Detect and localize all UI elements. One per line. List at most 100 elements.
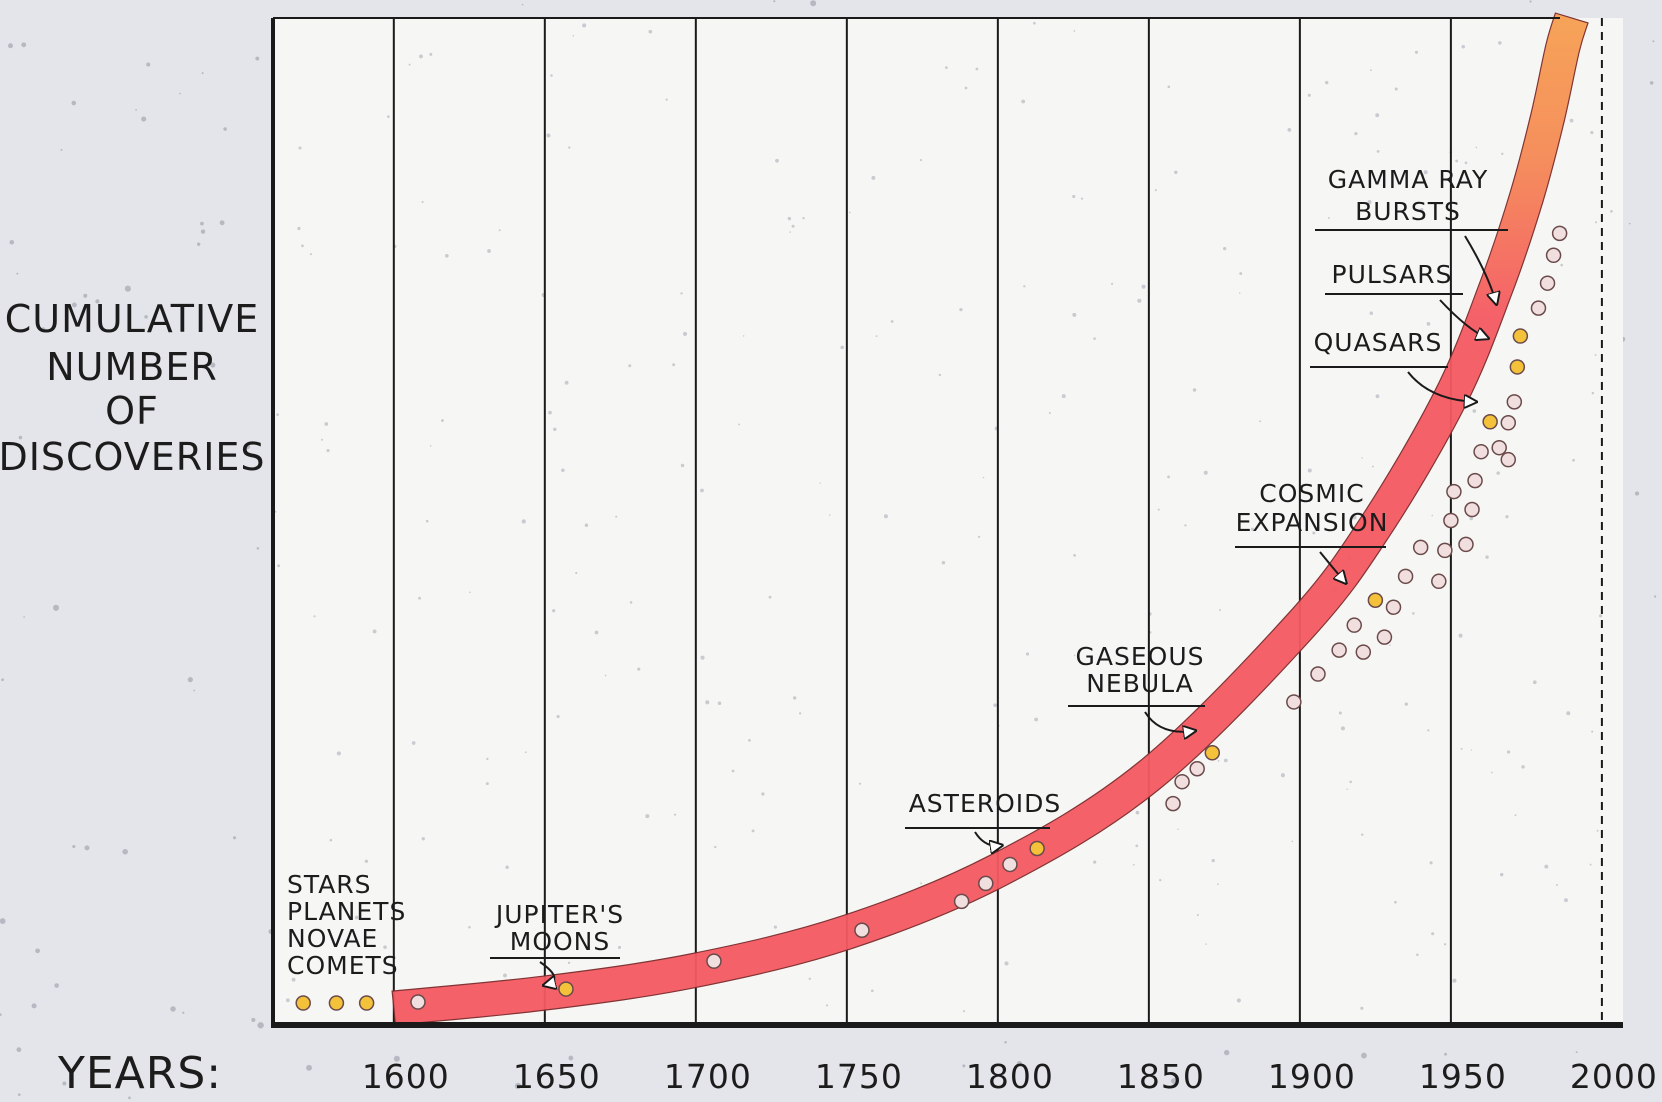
speckle-dot (21, 42, 27, 48)
white-discovery-point (1174, 773, 1190, 790)
white-discovery-point (1530, 300, 1547, 316)
speckle-dot (1073, 654, 1076, 657)
speckle-dot (1307, 468, 1312, 473)
speckle-dot (1312, 531, 1316, 535)
white-discovery-point (1189, 760, 1205, 777)
speckle-dot (1192, 388, 1197, 392)
speckle-dot (124, 285, 131, 292)
speckle-dot (291, 977, 296, 982)
x-tick-label-1650: 1650 (513, 1057, 601, 1096)
annotation-asteroids: ASTEROIDS (905, 789, 1062, 846)
speckle-dot (567, 961, 571, 965)
speckle-dot (1564, 898, 1568, 903)
speckle-dot (41, 327, 46, 332)
white-discovery-point (1355, 644, 1372, 660)
speckle-dot (62, 1081, 67, 1086)
speckle-dot (135, 109, 137, 111)
speckle-dot (1444, 1052, 1447, 1056)
speckle-dot (858, 782, 862, 785)
speckle-dot (1360, 833, 1364, 836)
white-discovery-point (410, 994, 426, 1010)
speckle-dot (1154, 189, 1157, 192)
speckle-dot (1490, 771, 1493, 774)
speckle-dot (1420, 207, 1424, 212)
annotation-nebula-arrow (1144, 711, 1194, 732)
speckle-dot (301, 244, 304, 248)
speckle-dot (1135, 844, 1139, 848)
speckle-dot (1217, 883, 1219, 885)
speckle-dot (1034, 717, 1038, 722)
speckle-dot (1499, 872, 1504, 877)
speckle-dot (1023, 285, 1026, 288)
speckle-dot (798, 712, 802, 715)
x-tick-label-1850: 1850 (1117, 1057, 1205, 1096)
speckle-dot (1475, 146, 1478, 149)
speckle-dot (276, 413, 279, 416)
speckle-dot (920, 882, 923, 885)
speckle-dot (792, 696, 797, 700)
speckle-dot (1369, 311, 1374, 315)
speckle-dot (962, 1010, 966, 1013)
yellow-discovery-point (328, 995, 345, 1011)
speckle-dot (469, 591, 471, 594)
speckle-dot (964, 86, 968, 90)
speckle-dot (1141, 284, 1146, 289)
speckle-dot (556, 714, 560, 719)
speckle-dot (1555, 883, 1558, 886)
speckle-dot (60, 148, 63, 151)
annotation-pulsars-arrow (1439, 299, 1487, 338)
speckle-dot (1464, 161, 1468, 165)
annotation-gamma-line-2: BURSTS (1355, 197, 1461, 226)
yellow-discovery-point (1367, 592, 1384, 608)
speckle-dot (210, 362, 216, 368)
x-tick-label-1950: 1950 (1419, 1057, 1507, 1096)
speckle-dot (324, 422, 329, 426)
speckle-dot (429, 52, 433, 56)
speckle-dot (0, 918, 6, 924)
annotation-asteroids-line-1: ASTEROIDS (909, 789, 1062, 818)
speckle-dot (1431, 514, 1433, 517)
speckle-dot (255, 56, 260, 61)
x-axis-label: YEARS: (57, 1048, 222, 1099)
speckle-dot (1427, 729, 1430, 732)
speckle-dot (336, 751, 341, 756)
white-discovery-point (1551, 225, 1568, 242)
annotation-cosmic-arrow (1319, 551, 1345, 582)
speckle-dot (546, 133, 551, 138)
speckle-dot (1236, 998, 1241, 1003)
speckle-dot (1033, 21, 1036, 25)
white-discovery-point (1310, 666, 1326, 682)
speckle-dot (52, 604, 60, 611)
speckle-dot (789, 231, 792, 233)
speckle-dot (1338, 711, 1342, 715)
speckle-dot (122, 848, 128, 855)
speckle-dot (197, 242, 201, 246)
annotation-cosmic-line-1: COSMIC (1259, 479, 1364, 508)
yellow-discovery-point (1482, 414, 1498, 430)
speckle-dot (628, 364, 632, 368)
speckle-dot (637, 667, 641, 671)
speckle-dot (582, 23, 587, 28)
speckle-dot (1544, 864, 1549, 869)
white-discovery-point (1443, 512, 1459, 529)
speckle-dot (128, 1096, 131, 1100)
speckle-dot (179, 92, 181, 95)
speckle-dot (944, 66, 948, 69)
speckle-dot (982, 476, 985, 479)
speckle-dot (875, 335, 878, 338)
x-tick-label-2000: 2000 (1570, 1057, 1658, 1096)
speckle-dot (791, 224, 795, 228)
white-discovery-point (1500, 415, 1517, 431)
speckle-dot (1072, 194, 1076, 199)
speckle-dot (846, 1068, 849, 1071)
speckle-dot (1634, 491, 1640, 496)
speckle-dot (680, 463, 685, 468)
speckle-dot (421, 837, 425, 841)
speckle-dot (1652, 40, 1655, 43)
speckle-dot (1429, 861, 1433, 865)
speckle-dot (629, 601, 633, 604)
speckle-dot (505, 865, 509, 869)
speckle-dot (1596, 829, 1599, 832)
speckle-dot (993, 703, 997, 708)
